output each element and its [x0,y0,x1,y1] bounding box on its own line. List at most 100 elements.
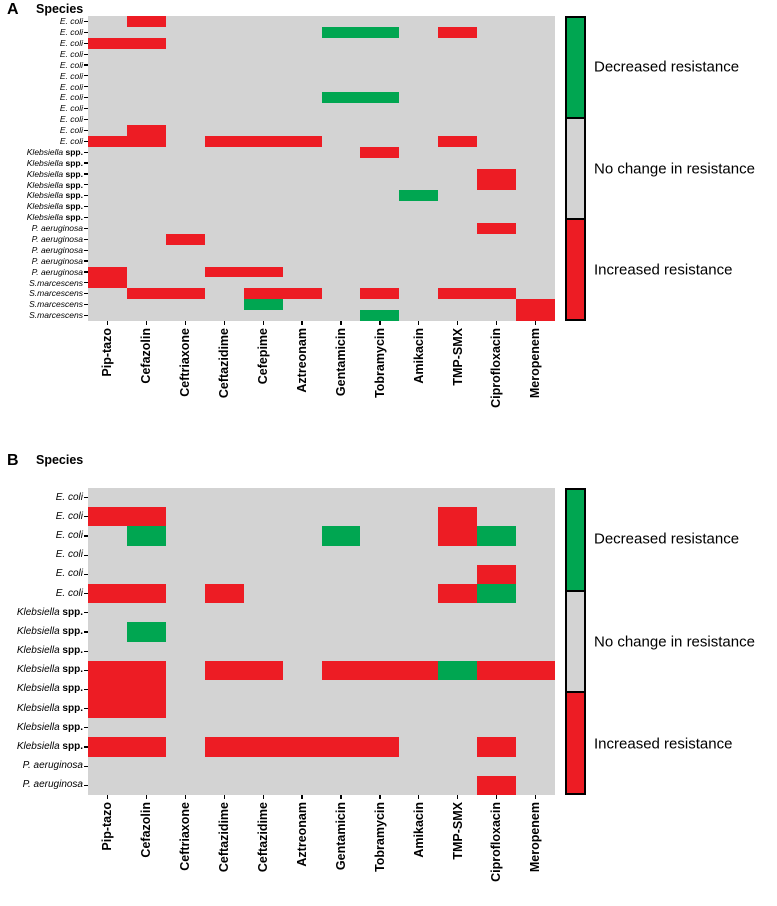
heatmap-cell [516,584,555,603]
heatmap-cell [477,103,516,114]
antibiotic-column: Meropenem [516,795,555,903]
heatmap-cell [205,234,244,245]
heatmap-grid [88,16,555,321]
heatmap-cell [283,299,322,310]
heatmap-cell [283,277,322,288]
species-name: Klebsiella [16,606,60,618]
heatmap-cell [322,488,361,507]
heatmap-cell [243,737,283,757]
species-row-label: Klebsiella spp. [0,642,88,661]
heatmap-cell [438,92,477,103]
heatmap-cell [516,234,555,245]
heatmap-cell [244,546,283,565]
x-axis-tick [262,795,264,799]
heatmap-cell [283,201,322,212]
heatmap-cell [399,234,438,245]
heatmap-cell [88,737,127,757]
heatmap-cell [477,267,516,278]
heatmap-cell [477,737,517,757]
heatmap-cell [88,92,127,103]
heatmap-cell [166,757,205,776]
antibiotic-col-label: Meropenem [528,328,543,399]
heatmap-cell [205,190,244,201]
heatmap-cell [126,622,166,642]
heatmap-cell [516,603,555,622]
heatmap-cell [205,488,244,507]
heatmap-cell [205,103,244,114]
x-axis-tick [496,321,498,325]
heatmap-cell [322,288,361,299]
heatmap-cell [205,212,244,223]
species-row-labels: E. coli E. coli E. coli E. coli E. coli E. co… [0,488,88,795]
heatmap-cell [399,699,438,718]
y-axis-tick [84,631,88,633]
heatmap-cell [360,622,399,641]
heatmap-cell [166,565,205,584]
heatmap-cell [127,114,166,125]
heatmap-cell [166,201,205,212]
heatmap-cell [205,16,244,27]
heatmap-cell [516,158,555,169]
species-row-label: E. coli [0,38,88,49]
heatmap-cell [516,103,555,114]
heatmap-cell [322,718,361,737]
species-suffix: spp. [63,179,83,190]
y-axis-tick [84,765,88,767]
heatmap-cell [205,27,244,38]
heatmap-cell [438,70,477,81]
heatmap-cell [166,27,205,38]
species-row-label: E. coli [0,565,88,584]
species-suffix: spp. [63,146,83,157]
heatmap-cell [477,201,516,212]
heatmap-cell [244,49,283,60]
heatmap-cell [322,680,361,699]
y-axis-tick [84,282,88,284]
antibiotic-col-label: Ciprofloxacin [489,802,504,882]
heatmap-cell [166,169,205,180]
heatmap-cell [244,27,283,38]
heatmap-cell [283,92,322,103]
heatmap-cell [204,135,244,147]
y-axis-tick [84,42,88,44]
heatmap-cell [477,158,516,169]
heatmap-cell [283,125,322,136]
species-name: E. coli [59,135,83,146]
y-axis-tick [84,746,88,748]
antibiotic-column: Gentamicin [322,795,361,903]
heatmap-cell [322,299,361,310]
heatmap-cell [399,60,438,71]
species-name: Klebsiella [26,157,64,168]
heatmap-cell [283,603,322,622]
heatmap-cell [166,114,205,125]
heatmap-cell [205,526,244,545]
heatmap-cell [516,565,555,584]
species-axis-title: Species [36,453,84,467]
x-axis-tick [301,795,303,799]
heatmap-cell [360,103,399,114]
heatmap-cell [88,103,127,114]
heatmap-cell [322,60,361,71]
heatmap-cell [399,256,438,267]
heatmap-cell [438,114,477,125]
heatmap-cell [477,92,516,103]
heatmap-cell [322,245,361,256]
heatmap-cell [126,124,166,136]
antibiotic-column: Ciprofloxacin [477,795,516,903]
species-row-label: S.marcescens [0,277,88,288]
heatmap-cell [438,158,477,169]
heatmap-cell [244,212,283,223]
heatmap-cell [477,147,516,158]
heatmap-cell [477,488,516,507]
heatmap-cell [477,256,516,267]
heatmap-cell [477,38,516,49]
heatmap-cell [244,718,283,737]
antibiotic-column: Aztreonam [283,321,322,429]
species-name: E. coli [59,114,83,125]
heatmap-cell [477,168,517,180]
heatmap-cell [205,147,244,158]
heatmap-cell [283,622,322,641]
x-axis-tick [340,321,342,325]
heatmap-cell [322,699,361,718]
species-name: Klebsiella [16,721,60,733]
heatmap-cell [516,642,555,661]
